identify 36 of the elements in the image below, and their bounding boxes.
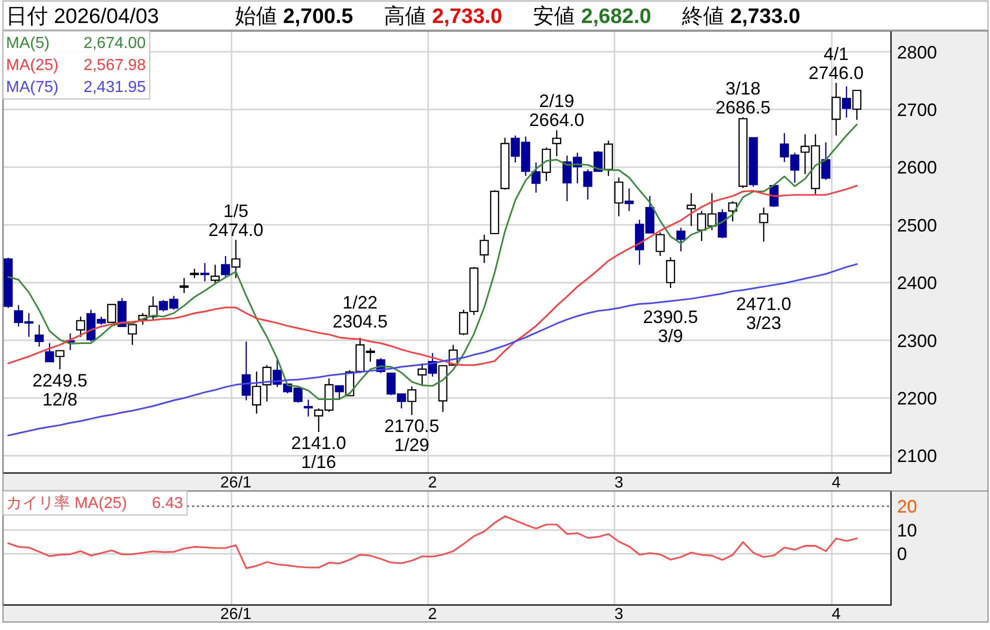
- y-tick-label: 2400: [897, 273, 938, 294]
- y-tick-label: 2700: [897, 100, 938, 120]
- annotation: 1/5 2474.0: [208, 200, 264, 240]
- y-tick-label: 2100: [897, 446, 938, 466]
- chart-title: 日付 2026/04/03: [6, 5, 159, 28]
- x-tick-label: 2: [428, 474, 438, 492]
- y-tick-label: 2600: [897, 158, 938, 178]
- annotation: 4/1 2746.0: [808, 44, 864, 83]
- text: 始値 2,700.5: [235, 5, 354, 28]
- x-tick-label: 26/1: [220, 606, 252, 623]
- series-names: MA(5) 2,674.00 MA(25) 2,567.98 MA(75) 2,431.95: [2, 30, 150, 100]
- series-names: カイリ率 MA(25) 6.43: [2, 490, 188, 516]
- text: 安値 2,682.0: [533, 5, 652, 28]
- y-tick-label: 2200: [897, 388, 938, 408]
- annotation: 2141.0 1/16: [291, 433, 346, 472]
- annotation: 2249.5 12/8: [32, 370, 88, 410]
- text: 終値 2,733.0: [681, 5, 800, 28]
- annotation: 2471.0 3/23: [736, 294, 792, 334]
- annotation: 3/18 2686.5: [715, 78, 771, 118]
- x-tick-label: 3: [614, 606, 624, 623]
- ref-line-label: 20: [897, 496, 918, 517]
- x-tick-label: 3: [614, 474, 624, 492]
- text: 高値 2,733.0: [384, 5, 502, 28]
- x-tick-label: 4: [832, 606, 841, 623]
- annotation: 2170.5 1/29: [384, 416, 440, 456]
- annotation: 2/19 2664.0: [529, 91, 584, 130]
- y-tick-label: 2500: [897, 215, 938, 236]
- y-tick-label: 2800: [897, 42, 938, 62]
- x-tick-label: 4: [832, 474, 841, 492]
- annotation: 1/22 2304.5: [332, 292, 388, 332]
- x-tick-label: 26/1: [220, 474, 252, 492]
- y-tick-label: 2300: [897, 330, 938, 351]
- x-tick-label: 2: [428, 606, 438, 623]
- y-tick-label: 10: [897, 520, 918, 540]
- annotation: 2390.5 3/9: [643, 306, 698, 346]
- y-tick-label: 0: [897, 544, 908, 564]
